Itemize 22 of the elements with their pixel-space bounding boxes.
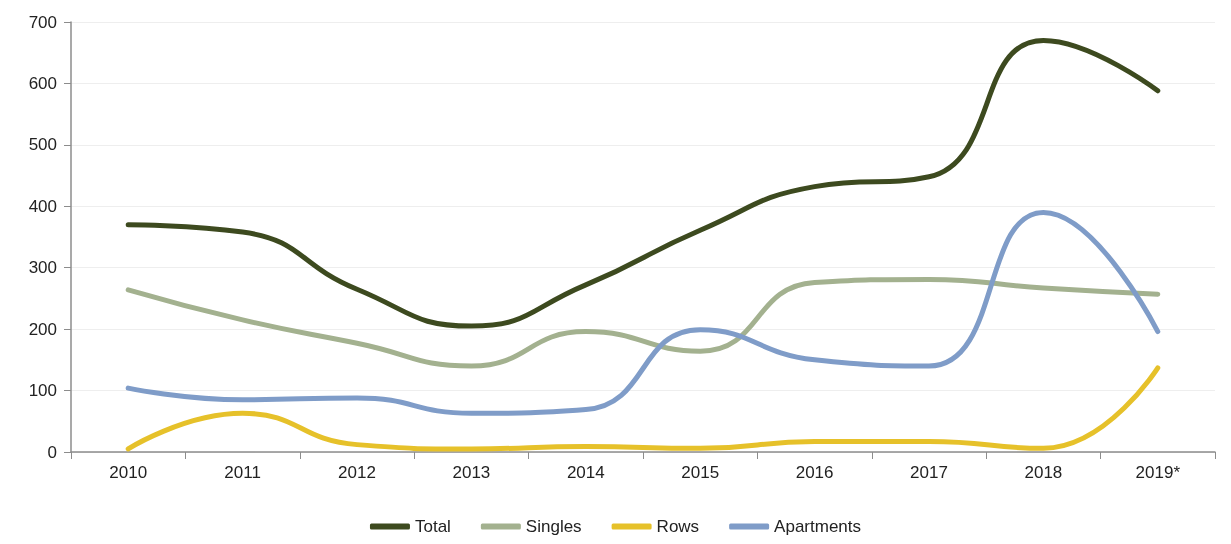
x-tick-label: 2011 xyxy=(224,463,261,482)
y-tick-label: 700 xyxy=(28,12,57,32)
x-tick-label: 2019* xyxy=(1135,463,1181,482)
y-tick-label: 300 xyxy=(28,258,57,278)
x-tick-label: 2018 xyxy=(1024,463,1063,482)
legend-label: Total xyxy=(414,517,451,536)
y-tick-label: 0 xyxy=(47,442,57,462)
y-tick-label: 500 xyxy=(28,135,57,155)
y-tick-label: 400 xyxy=(28,196,57,216)
x-tick-label: 2012 xyxy=(338,463,376,482)
x-tick-label: 2010 xyxy=(109,463,148,482)
x-tick-label: 2013 xyxy=(452,463,491,482)
y-tick-label: 600 xyxy=(28,73,57,93)
legend-label: Apartments xyxy=(774,517,862,536)
legend-label: Rows xyxy=(656,517,700,536)
x-tick-label: 2017 xyxy=(910,463,948,482)
x-tick-label: 2016 xyxy=(795,463,834,482)
x-tick-label: 2015 xyxy=(681,463,720,482)
x-tick-label: 2014 xyxy=(566,463,605,482)
y-tick-label: 100 xyxy=(28,381,57,401)
y-tick-label: 200 xyxy=(28,319,57,339)
legend-label: Singles xyxy=(525,517,582,536)
